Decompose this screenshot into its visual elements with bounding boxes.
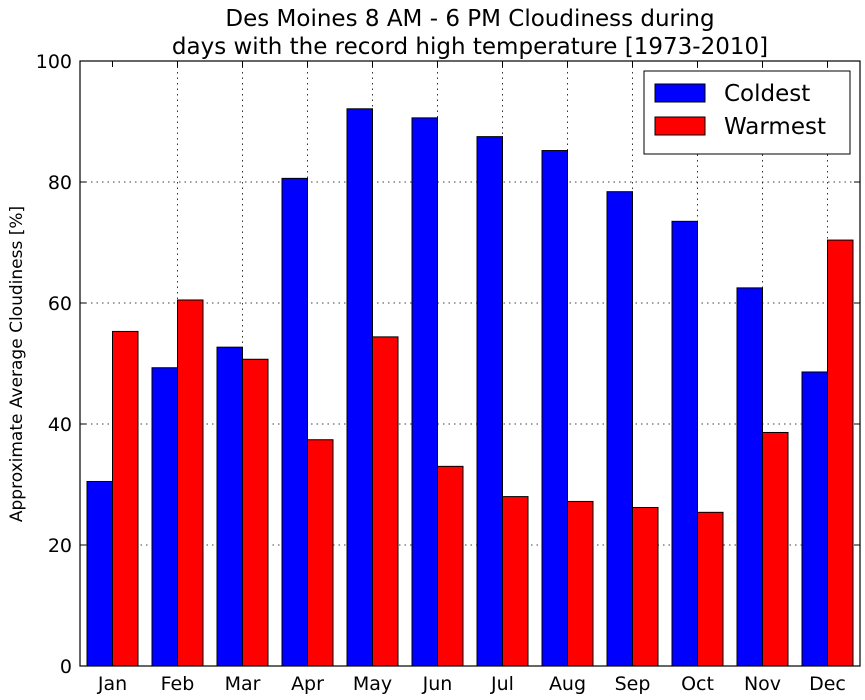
y-tick-label: 100 [36, 51, 72, 73]
bar-warmest-may [372, 336, 399, 667]
legend-swatch-warmest [654, 116, 706, 136]
bar-coldest-aug [541, 150, 568, 667]
x-tick-label: Apr [291, 673, 324, 695]
chart-title-line-2: days with the record high temperature [1… [172, 34, 768, 60]
x-tick-label: May [353, 673, 392, 695]
x-tick-label: Aug [549, 673, 586, 695]
bar-coldest-may [346, 108, 373, 667]
bar-coldest-jul [476, 136, 503, 667]
y-axis-ticks: 0 20 40 60 80 100 [36, 51, 860, 678]
bar-coldest-jun [411, 117, 438, 667]
x-tick-label: Feb [161, 673, 195, 695]
x-tick-label: Dec [809, 673, 846, 695]
y-tick-label: 0 [60, 656, 72, 678]
bar-warmest-nov [762, 431, 789, 667]
bar-warmest-dec [827, 239, 854, 667]
bar-warmest-oct [697, 511, 724, 667]
y-tick-label: 80 [48, 172, 72, 194]
bar-coldest-dec [801, 371, 828, 667]
bar-warmest-sep [632, 506, 659, 667]
bar-coldest-mar [216, 346, 243, 667]
plot-frame [79, 60, 861, 667]
y-tick-label: 20 [48, 535, 72, 557]
x-tick-label: Jan [97, 673, 127, 695]
bar-warmest-apr [307, 439, 334, 667]
legend-label-coldest: Coldest [724, 81, 810, 107]
y-tick-label: 40 [48, 414, 72, 436]
bar-coldest-sep [606, 191, 633, 667]
x-tick-label: Nov [744, 673, 781, 695]
x-axis-ticks: Jan Feb Mar Apr May Jun Jul Aug Sep Oct Nov Dec [97, 61, 846, 695]
legend-swatch-coldest [654, 83, 706, 103]
chart-title-line-1: Des Moines 8 AM - 6 PM Cloudiness during [225, 6, 714, 32]
bar-coldest-apr [281, 177, 308, 667]
bar-coldest-jan [86, 480, 113, 667]
bar-warmest-jan [112, 330, 139, 667]
bar-coldest-oct [671, 220, 698, 667]
bar-coldest-nov [736, 287, 763, 667]
bar-warmest-jun [437, 465, 464, 667]
y-axis-label: Approximate Average Cloudiness [%] [7, 206, 27, 522]
x-tick-label: Sep [615, 673, 651, 695]
legend: Coldest Warmest [643, 70, 851, 155]
legend-label-warmest: Warmest [724, 114, 826, 140]
bar-coldest-feb [151, 367, 178, 667]
bars [86, 108, 854, 667]
bar-warmest-aug [567, 500, 594, 667]
x-tick-label: Jul [490, 673, 514, 695]
bar-warmest-feb [177, 299, 204, 667]
x-tick-label: Mar [225, 673, 261, 695]
x-tick-label: Jun [422, 673, 453, 695]
bar-warmest-mar [242, 358, 269, 667]
bar-warmest-jul [502, 496, 529, 667]
x-tick-label: Oct [681, 673, 714, 695]
y-tick-label: 60 [48, 293, 72, 315]
